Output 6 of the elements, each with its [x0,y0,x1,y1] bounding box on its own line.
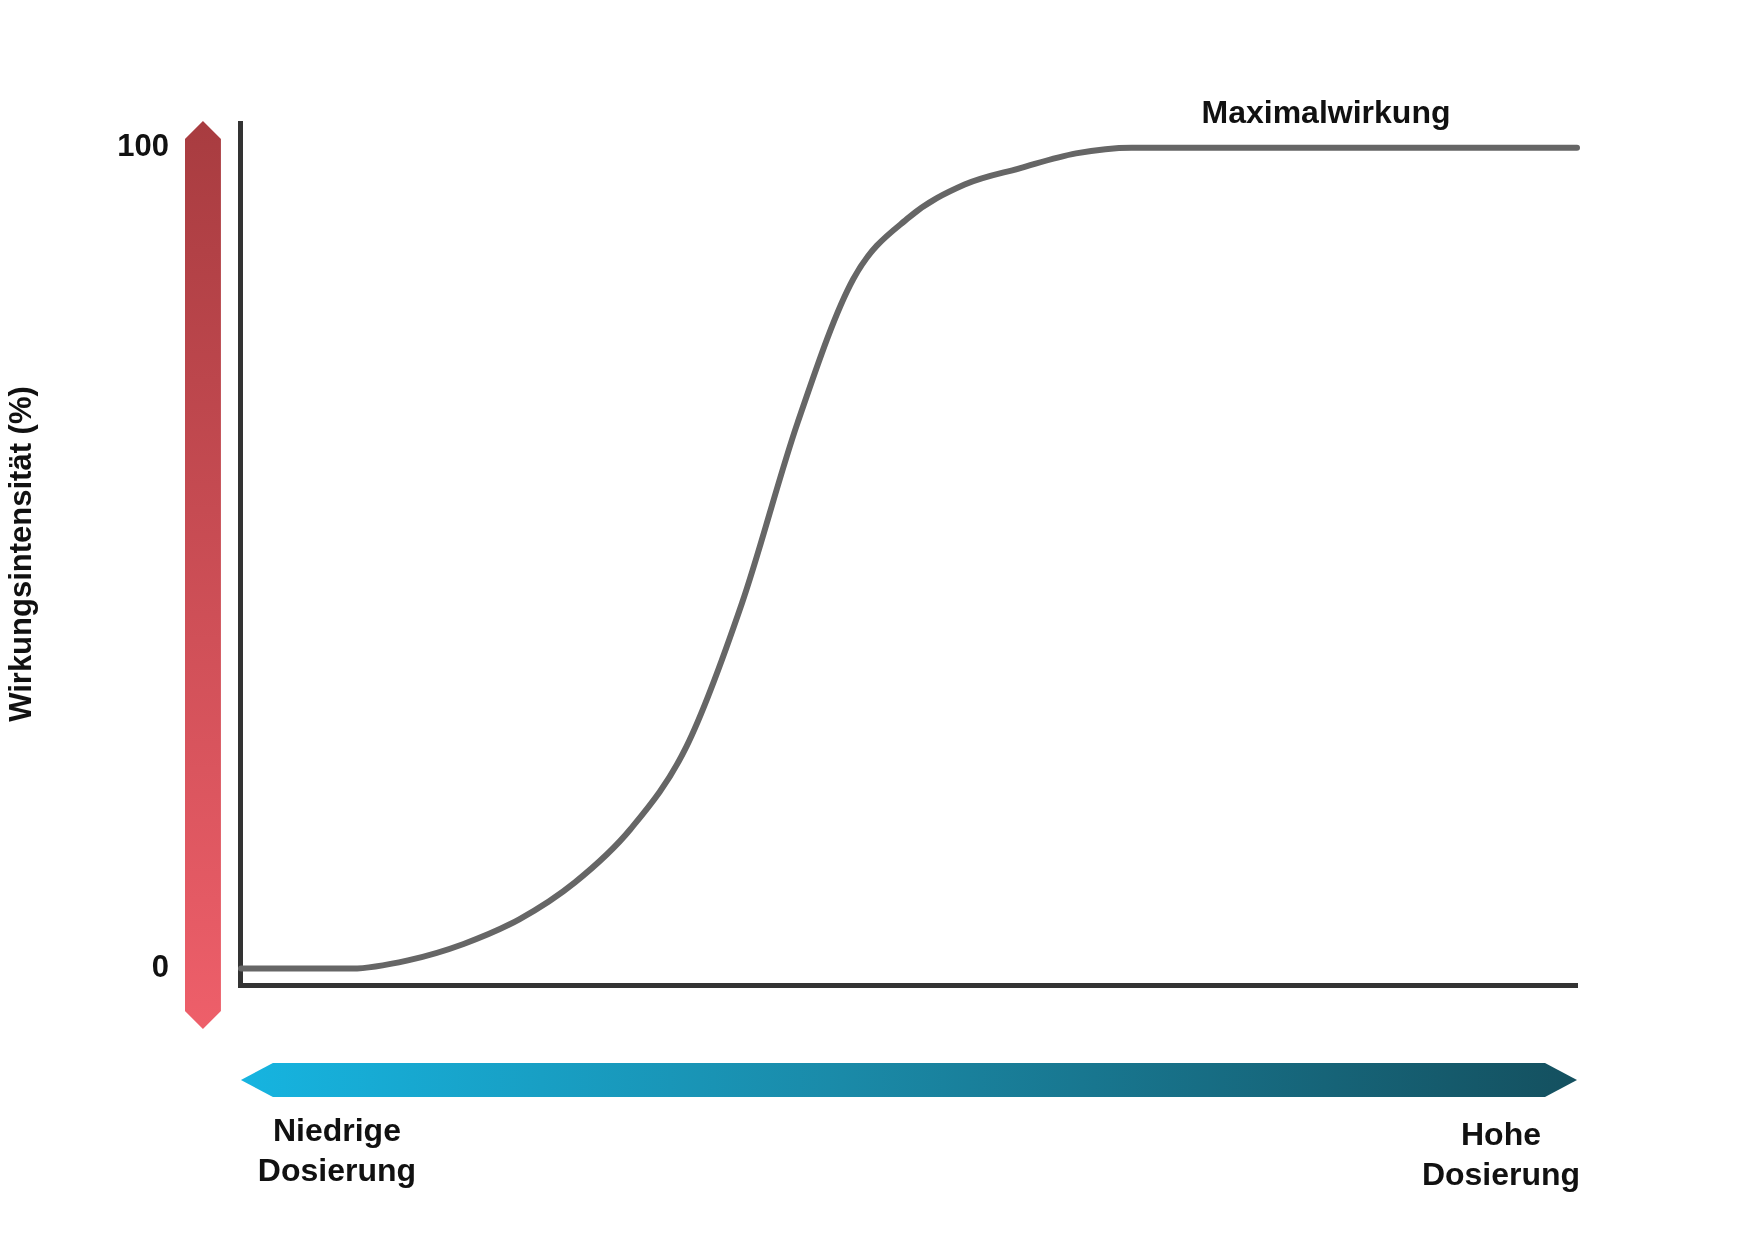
y-axis-title: Wirkungsintensität (%) [3,386,39,722]
y-tick-label: 0 [151,949,169,985]
annotation: Maximalwirkung [1201,93,1451,132]
text: Hohe Dosierung [1420,1115,1582,1194]
text: Niedrige Dosierung [256,1111,418,1190]
y-tick-label: 100 [117,128,169,164]
